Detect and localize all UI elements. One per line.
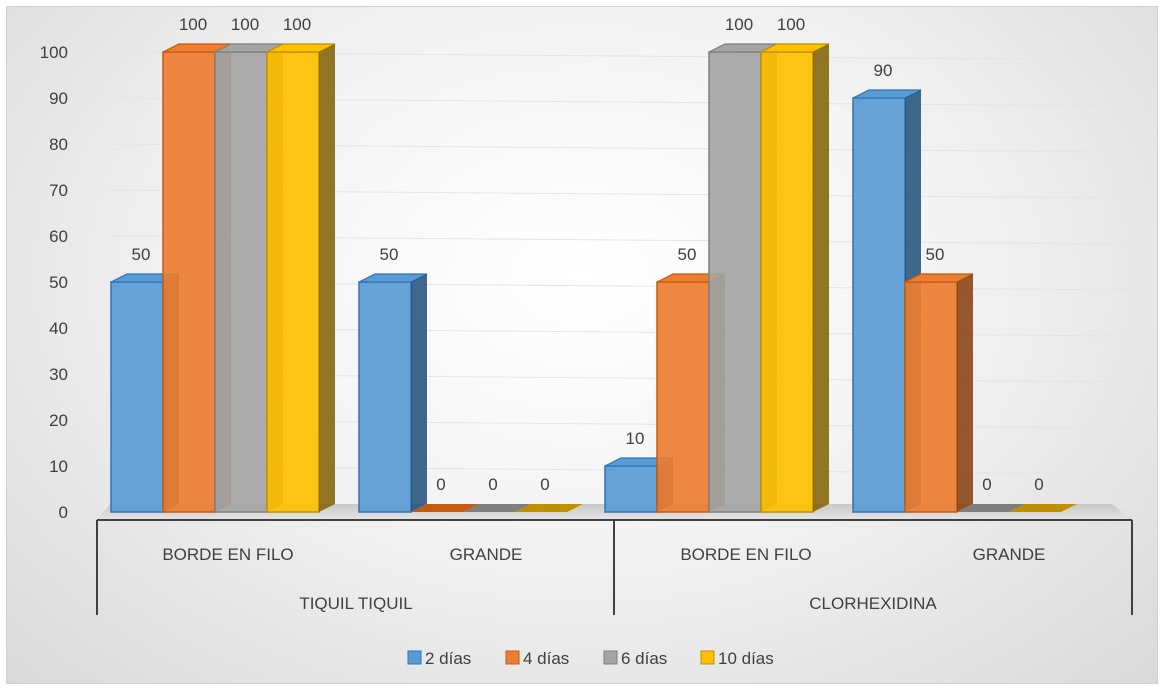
legend-label: 6 días — [621, 649, 667, 668]
legend-swatch — [700, 650, 715, 665]
bar — [463, 504, 531, 512]
y-tick-label: 60 — [49, 227, 68, 246]
data-label: 100 — [231, 15, 259, 34]
bar-front — [904, 281, 958, 513]
bar — [266, 43, 336, 513]
data-label: 90 — [874, 61, 893, 80]
bar — [358, 273, 428, 513]
bar-zero — [957, 504, 1025, 512]
x-group-label: TIQUIL TIQUIL — [299, 594, 412, 613]
data-label: 100 — [283, 15, 311, 34]
legend: 2 días 4 días 6 días 10 días — [407, 649, 774, 668]
y-tick-label: 50 — [49, 273, 68, 292]
bar-front — [760, 51, 814, 513]
bar-zero — [463, 504, 531, 512]
data-label: 0 — [982, 475, 991, 494]
bar-front — [708, 51, 762, 513]
bars — [110, 43, 1077, 513]
bar-side — [319, 44, 335, 512]
bar — [957, 504, 1025, 512]
legend-swatch — [505, 650, 520, 665]
data-label: 100 — [179, 15, 207, 34]
legend-item: 4 días — [505, 649, 569, 668]
y-tick-label: 30 — [49, 365, 68, 384]
data-label: 100 — [777, 15, 805, 34]
y-tick-label: 100 — [40, 43, 68, 62]
data-label: 0 — [540, 475, 549, 494]
bar-front — [214, 51, 268, 513]
legend-swatch — [407, 650, 422, 665]
bar — [411, 504, 479, 512]
data-labels: 50 100 100 100 50 0 0 0 10 50 100 100 90 50 0 0 — [132, 15, 1044, 494]
bar-front — [110, 281, 164, 513]
bar-front — [162, 51, 216, 513]
data-label: 100 — [725, 15, 753, 34]
legend-label: 2 días — [425, 649, 471, 668]
x-category-label: BORDE EN FILO — [680, 545, 811, 564]
y-tick-label: 0 — [59, 503, 68, 522]
data-label: 0 — [488, 475, 497, 494]
bar-zero — [411, 504, 479, 512]
legend-label: 10 días — [718, 649, 774, 668]
x-group-label: CLORHEXIDINA — [809, 594, 937, 613]
bar-zero — [1009, 504, 1077, 512]
bar — [1009, 504, 1077, 512]
bar-front — [656, 281, 710, 513]
bar — [760, 43, 830, 513]
y-axis: 0 10 20 30 40 50 60 70 80 90 100 — [40, 43, 68, 522]
data-label: 50 — [926, 245, 945, 264]
bar-side — [411, 274, 427, 512]
y-tick-label: 80 — [49, 135, 68, 154]
bar-front — [266, 51, 320, 513]
x-category-label: BORDE EN FILO — [162, 545, 293, 564]
data-label: 50 — [132, 245, 151, 264]
legend-swatch — [603, 650, 618, 665]
y-tick-label: 70 — [49, 181, 68, 200]
y-tick-label: 20 — [49, 411, 68, 430]
data-label: 50 — [678, 245, 697, 264]
y-tick-label: 40 — [49, 319, 68, 338]
legend-item: 2 días — [407, 649, 471, 668]
bar — [904, 273, 974, 513]
legend-item: 6 días — [603, 649, 667, 668]
legend-label: 4 días — [523, 649, 569, 668]
y-tick-label: 90 — [49, 89, 68, 108]
x-category-label: GRANDE — [973, 545, 1046, 564]
data-label: 10 — [626, 429, 645, 448]
data-label: 0 — [436, 475, 445, 494]
bar-side — [813, 44, 829, 512]
x-axis: BORDE EN FILO GRANDE BORDE EN FILO GRANDE TI… — [96, 519, 1133, 615]
bar-front — [358, 281, 412, 513]
bar-zero — [515, 504, 583, 512]
bar-front — [604, 465, 658, 513]
x-category-label: GRANDE — [450, 545, 523, 564]
bar — [515, 504, 583, 512]
y-tick-label: 10 — [49, 457, 68, 476]
bar-front — [852, 97, 906, 513]
bar-side — [957, 274, 973, 512]
legend-item: 10 días — [700, 649, 774, 668]
data-label: 0 — [1034, 475, 1043, 494]
data-label: 50 — [380, 245, 399, 264]
